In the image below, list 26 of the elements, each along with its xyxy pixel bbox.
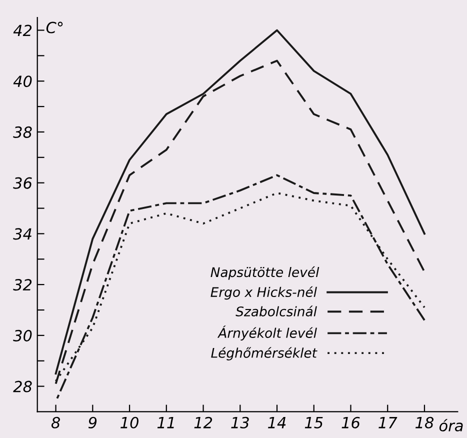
y-tick-label: 32	[13, 279, 32, 291]
legend-label: Szabolcsinál	[236, 306, 317, 316]
x-tick-label: 12	[194, 416, 212, 428]
y-tick-label: 30	[13, 330, 32, 342]
x-tick-label: 8	[51, 416, 60, 428]
y-tick-label: 38	[13, 126, 32, 138]
y-tick-label: 40	[13, 76, 32, 88]
y-tick-label: 42	[13, 24, 32, 36]
x-tick-label: 16	[342, 416, 360, 428]
legend-label: Ergo x Hicks-nél	[210, 286, 317, 300]
y-tick-label: 36	[13, 177, 32, 189]
y-tick-label: 34	[13, 228, 32, 240]
x-tick-label: 11	[157, 417, 174, 428]
x-tick-label: 9	[88, 416, 97, 428]
y-tick-label: 28	[13, 380, 32, 392]
x-tick-label: 15	[304, 417, 323, 428]
legend-title: Napsütötte levél	[210, 266, 320, 280]
y-axis-title: C°	[46, 22, 63, 34]
x-axis-title: óra	[439, 418, 463, 432]
x-tick-label: 14	[268, 417, 286, 428]
x-tick-label: 18	[416, 416, 434, 428]
legend-label: Léghőmérséklet	[211, 347, 318, 360]
x-tick-label: 13	[231, 416, 249, 428]
x-tick-label: 17	[378, 417, 398, 428]
legend-label: Árnyékolt levél	[217, 326, 317, 341]
x-tick-label: 10	[120, 416, 138, 428]
